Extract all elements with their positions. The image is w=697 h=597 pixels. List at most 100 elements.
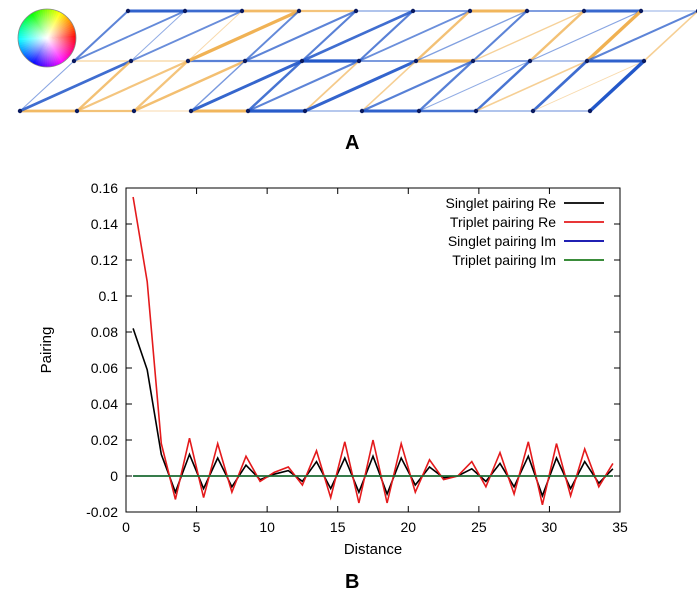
legend-label: Triplet pairing Im [452, 252, 556, 268]
lattice-nodes [17, 8, 697, 114]
lattice-bond-diagonal [529, 10, 642, 62]
series-line-1 [132, 196, 614, 505]
lattice-bond-diagonal [418, 60, 531, 112]
lattice-site [470, 58, 476, 64]
lattice-bond-diagonal [19, 59, 132, 113]
legend-label: Singlet pairing Im [448, 233, 556, 249]
lattice-site [413, 58, 419, 64]
legend-label: Triplet pairing Re [450, 214, 556, 230]
lattice-site [410, 8, 416, 14]
chart-axes: 0 5 10 15 20 25 30 35-0.0200.020.040.060.080.10… [38, 180, 628, 558]
lattice-bond-diagonal [244, 10, 357, 62]
phase-wheel-center-fade [18, 9, 76, 67]
y-tick-label: 0.04 [91, 396, 118, 412]
lattice-bond-diagonal [304, 60, 360, 112]
lattice-site [296, 8, 302, 14]
lattice-bond-diagonal [247, 60, 360, 112]
lattice-site [131, 108, 137, 114]
lattice-bond-diagonal [361, 59, 474, 113]
y-tick-label: 0 [110, 468, 118, 484]
legend-label: Singlet pairing Re [445, 195, 556, 211]
lattice-bond-diagonal [247, 60, 303, 112]
lattice-bond-diagonal [190, 60, 246, 112]
lattice-site [302, 108, 308, 114]
x-tick-label: 0 [122, 519, 130, 535]
lattice-bond-diagonal [244, 10, 300, 62]
lattice-bond-diagonal [304, 59, 417, 113]
y-tick-label: 0.16 [91, 180, 118, 196]
lattice-site [353, 8, 359, 14]
lattice-site [581, 8, 587, 14]
lattice-bond-diagonal [358, 10, 471, 62]
panel-label-a: A [345, 132, 360, 154]
lattice-bond-diagonal [586, 10, 697, 62]
y-tick-label: 0.12 [91, 252, 118, 268]
lattice-bond-diagonal [532, 60, 588, 112]
x-tick-label: 5 [193, 519, 201, 535]
phase-wheel-border [17, 8, 77, 68]
lattice-site [527, 58, 533, 64]
lattice-bond-diagonal [130, 10, 243, 62]
lattice-site [584, 58, 590, 64]
lattice-bond-diagonal [301, 9, 414, 63]
lattice-bond-diagonal [133, 59, 246, 113]
lattice-site [188, 108, 194, 114]
lattice-site [638, 8, 644, 14]
lattice-bond-diagonal [358, 10, 414, 62]
lattice-site [74, 108, 80, 114]
y-tick-label: 0.14 [91, 216, 118, 232]
lattice-site [128, 58, 134, 64]
lattice-bond-diagonal [361, 60, 417, 112]
lattice-bond-diagonal [472, 10, 585, 62]
lattice-bond-diagonal [532, 60, 645, 112]
lattice-site [239, 8, 245, 14]
lattice-site [245, 108, 251, 114]
y-tick-label: -0.02 [86, 504, 118, 520]
x-axis-label: Distance [344, 541, 402, 558]
lattice-bond-diagonal [73, 10, 129, 62]
lattice-bond-diagonal [187, 9, 300, 63]
lattice-site [299, 58, 305, 64]
lattice-site [641, 58, 647, 64]
lattice-bond-diagonal [73, 10, 186, 62]
lattice-site [17, 108, 23, 114]
lattice-bond-diagonal [76, 60, 189, 112]
lattice-site [587, 108, 593, 114]
lattice-site [125, 8, 131, 14]
lattice-site [359, 108, 365, 114]
lattice-bond-diagonal [529, 10, 585, 62]
lattice-figure [17, 8, 697, 114]
lattice-bond-diagonal [418, 60, 474, 112]
lattice-bond-diagonal [475, 60, 531, 112]
series-line-0 [132, 328, 614, 499]
lattice-bond-diagonal [475, 60, 588, 112]
lattice-site [524, 8, 530, 14]
lattice-site [71, 58, 77, 64]
lattice-site [182, 8, 188, 14]
lattice-bond-diagonal [415, 10, 471, 62]
lattice-site [416, 108, 422, 114]
plot-frame [125, 187, 621, 513]
y-tick-label: 0.06 [91, 360, 118, 376]
chart-legend: Singlet pairing Re Triplet pairing Re Sing… [445, 195, 604, 268]
y-tick-label: 0.02 [91, 432, 118, 448]
y-tick-label: 0.08 [91, 324, 118, 340]
panel-label-b: B [345, 571, 360, 593]
x-tick-label: 25 [471, 519, 487, 535]
lattice-edges [19, 9, 697, 113]
x-tick-label: 30 [542, 519, 558, 535]
lattice-bond-diagonal [187, 10, 243, 62]
lattice-bond-diagonal [133, 60, 189, 112]
lattice-bond-diagonal [415, 10, 528, 62]
lattice-site [467, 8, 473, 14]
lattice-bond-diagonal [76, 60, 132, 112]
x-tick-label: 35 [612, 519, 628, 535]
lattice-site [356, 58, 362, 64]
x-tick-label: 20 [400, 519, 416, 535]
lattice-site [530, 108, 536, 114]
lattice-bond-diagonal [643, 10, 697, 62]
lattice-bond-diagonal [19, 60, 75, 112]
lattice-bond-diagonal [588, 59, 646, 113]
phase-color-wheel [18, 9, 76, 67]
